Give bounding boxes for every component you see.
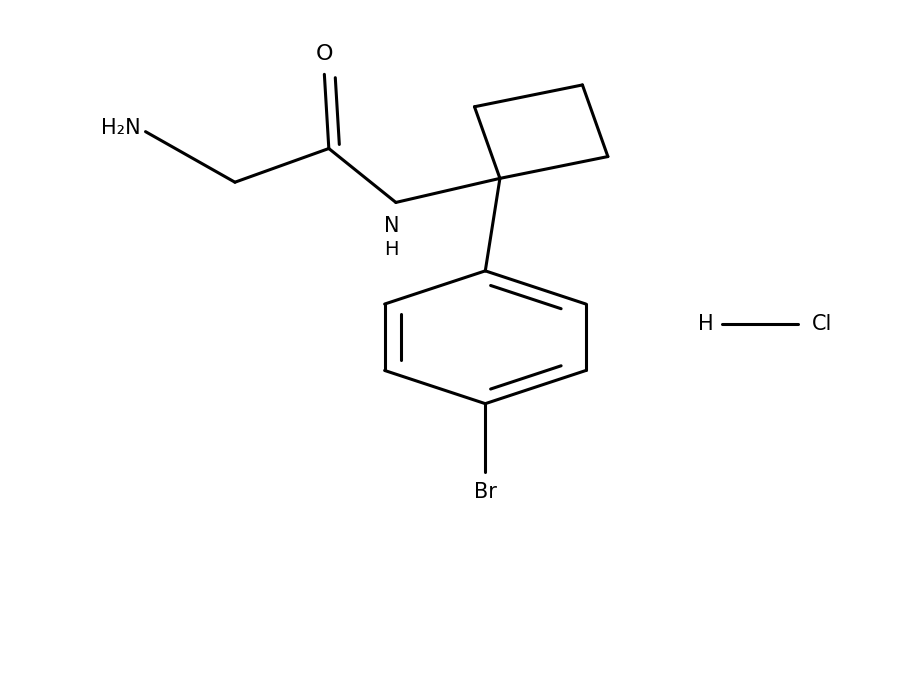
Text: Br: Br — [474, 482, 497, 502]
Text: Cl: Cl — [812, 314, 832, 334]
Text: H: H — [697, 314, 714, 334]
Text: N: N — [384, 216, 400, 236]
Text: H: H — [384, 239, 399, 259]
Text: O: O — [316, 44, 333, 64]
Text: H₂N: H₂N — [102, 118, 141, 138]
